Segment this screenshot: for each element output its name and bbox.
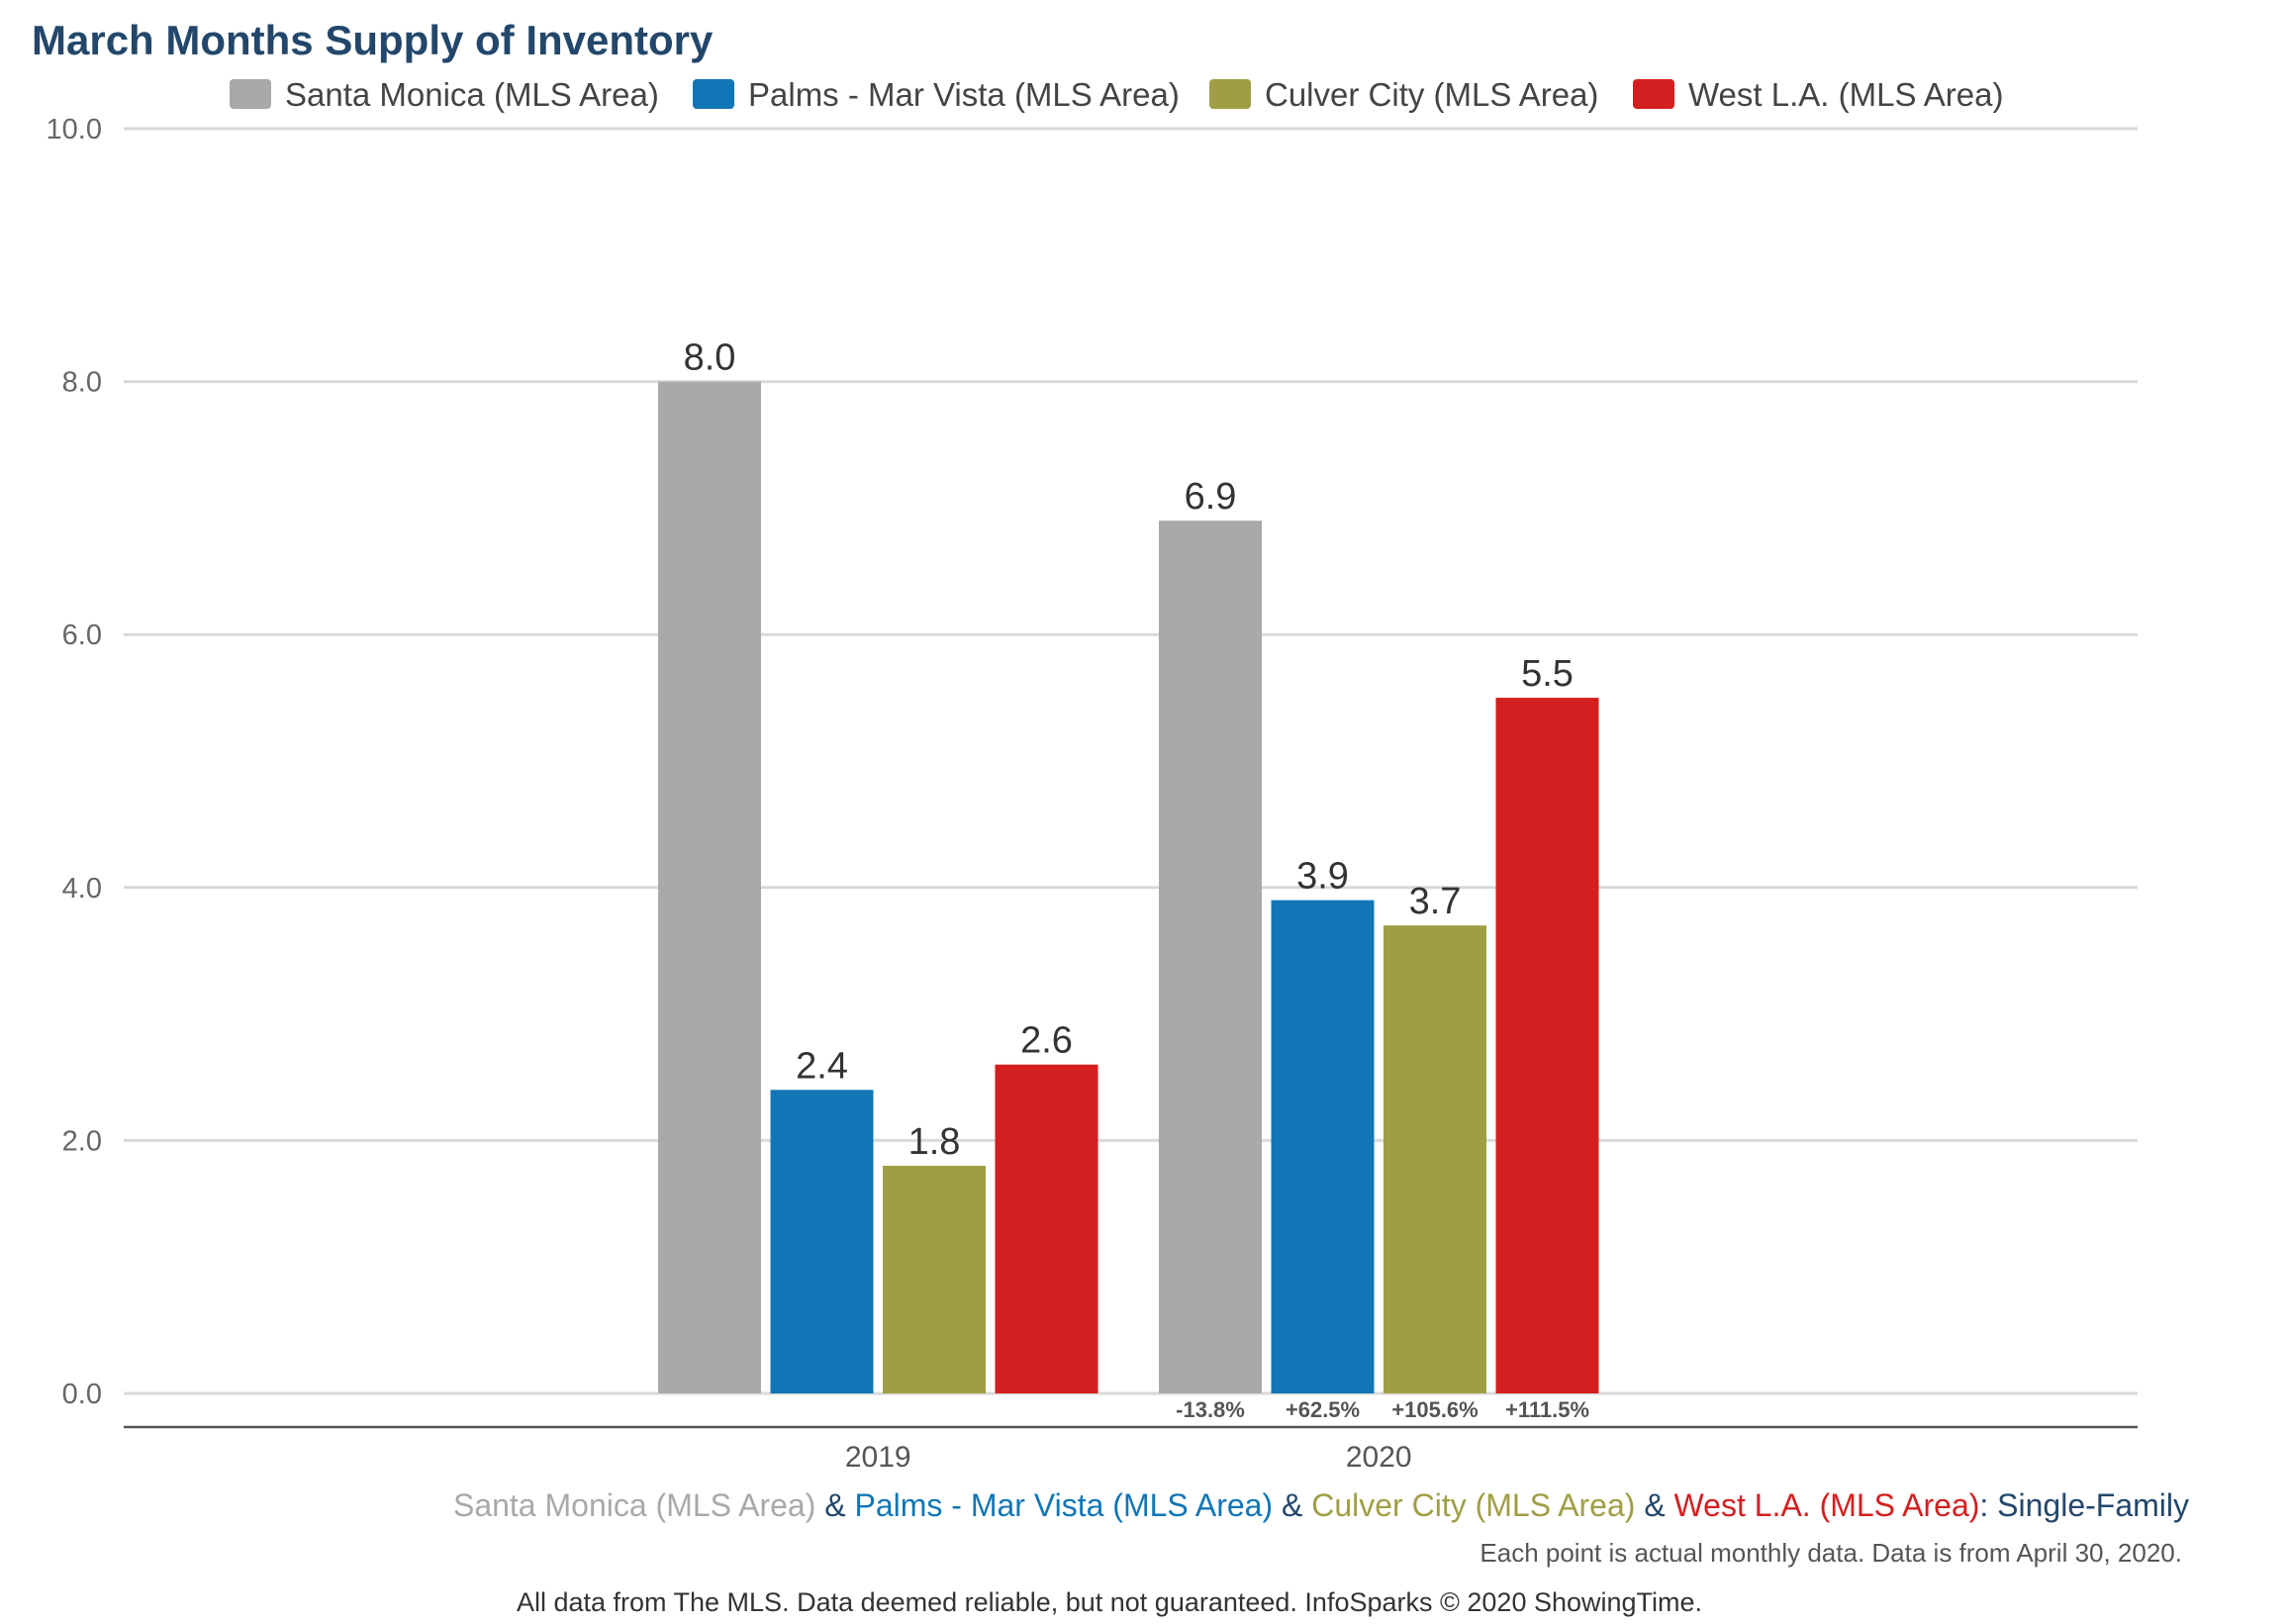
y-tick-label: 0.0	[62, 1379, 102, 1410]
value-label: 2.6	[1020, 1020, 1073, 1062]
bar-santa-monica-mls-area-2019	[658, 381, 761, 1394]
credit-line: All data from The MLS. Data deemed relia…	[517, 1587, 1702, 1617]
subtitle-part-4: Culver City (MLS Area)	[1311, 1487, 1635, 1523]
value-label: 8.0	[684, 337, 736, 379]
value-label: 3.9	[1296, 856, 1349, 898]
subtitle-part-2: Palms - Mar Vista (MLS Area)	[854, 1487, 1273, 1523]
value-label: 2.4	[796, 1045, 848, 1087]
legend-swatch-west-l-a-mls-area	[1633, 79, 1674, 109]
change-label: +62.5%	[1286, 1397, 1360, 1422]
legend-swatch-culver-city-mls-area	[1209, 79, 1251, 109]
change-label: -13.8%	[1176, 1397, 1245, 1422]
subtitle-part-7: : Single-Family	[1979, 1487, 2189, 1523]
change-label: +105.6%	[1391, 1397, 1478, 1422]
subtitle-part-6: West L.A. (MLS Area)	[1674, 1487, 1980, 1523]
chart-title: March Months Supply of Inventory	[32, 17, 714, 63]
legend-label-santa-monica-mls-area: Santa Monica (MLS Area)	[285, 76, 659, 113]
legend-swatch-santa-monica-mls-area	[230, 79, 271, 109]
y-tick-label: 4.0	[62, 873, 102, 905]
y-tick-label: 2.0	[62, 1125, 102, 1157]
legend-label-west-l-a-mls-area: West L.A. (MLS Area)	[1688, 76, 2004, 113]
value-label: 1.8	[908, 1121, 961, 1163]
x-tick-label: 2019	[845, 1441, 911, 1474]
legend: Santa Monica (MLS Area) Palms - Mar Vista…	[230, 76, 2004, 113]
y-tick-label: 8.0	[62, 367, 102, 399]
y-tick-label: 10.0	[47, 114, 102, 145]
data-note: Each point is actual monthly data. Data …	[1479, 1538, 2182, 1568]
subtitle-part-5: &	[1635, 1487, 1673, 1523]
value-label: 6.9	[1185, 476, 1237, 518]
gridlines	[124, 127, 2138, 1395]
value-label: 3.7	[1409, 881, 1462, 922]
subtitle-part-0: Santa Monica (MLS Area)	[453, 1487, 815, 1523]
bar-santa-monica-mls-area-2020	[1159, 521, 1262, 1393]
y-axis-ticks: 0.0 2.0 4.0 6.0 8.0 10.0	[47, 114, 102, 1410]
bar-west-l-a-mls-area-2019	[995, 1064, 1098, 1393]
bar-palms-mar-vista-mls-area-2019	[770, 1090, 874, 1393]
legend-label-culver-city-mls-area: Culver City (MLS Area)	[1265, 76, 1598, 113]
bar-west-l-a-mls-area-2020	[1495, 698, 1599, 1393]
change-labels: -13.8% +62.5% +105.6% +111.5%	[1176, 1397, 1589, 1422]
bar-palms-mar-vista-mls-area-2020	[1271, 900, 1375, 1393]
bar-culver-city-mls-area-2019	[883, 1165, 986, 1393]
value-label: 5.5	[1521, 653, 1574, 695]
chart-subtitle: Santa Monica (MLS Area) & Palms - Mar Vi…	[453, 1487, 2189, 1523]
x-tick-label: 2020	[1346, 1441, 1412, 1474]
change-label: +111.5%	[1505, 1397, 1589, 1422]
subtitle-part-3: &	[1273, 1487, 1311, 1523]
x-axis-labels: 2019 2020	[845, 1441, 1412, 1474]
bars	[658, 381, 1599, 1394]
value-labels: 8.0 2.4 1.8 2.6 6.9 3.9 3.7 5.5	[684, 337, 1574, 1163]
bar-culver-city-mls-area-2020	[1384, 925, 1486, 1393]
legend-swatch-palms-mar-vista-mls-area	[693, 79, 734, 109]
y-tick-label: 6.0	[62, 620, 102, 651]
legend-label-palms-mar-vista-mls-area: Palms - Mar Vista (MLS Area)	[748, 76, 1180, 113]
subtitle-part-1: &	[815, 1487, 854, 1523]
